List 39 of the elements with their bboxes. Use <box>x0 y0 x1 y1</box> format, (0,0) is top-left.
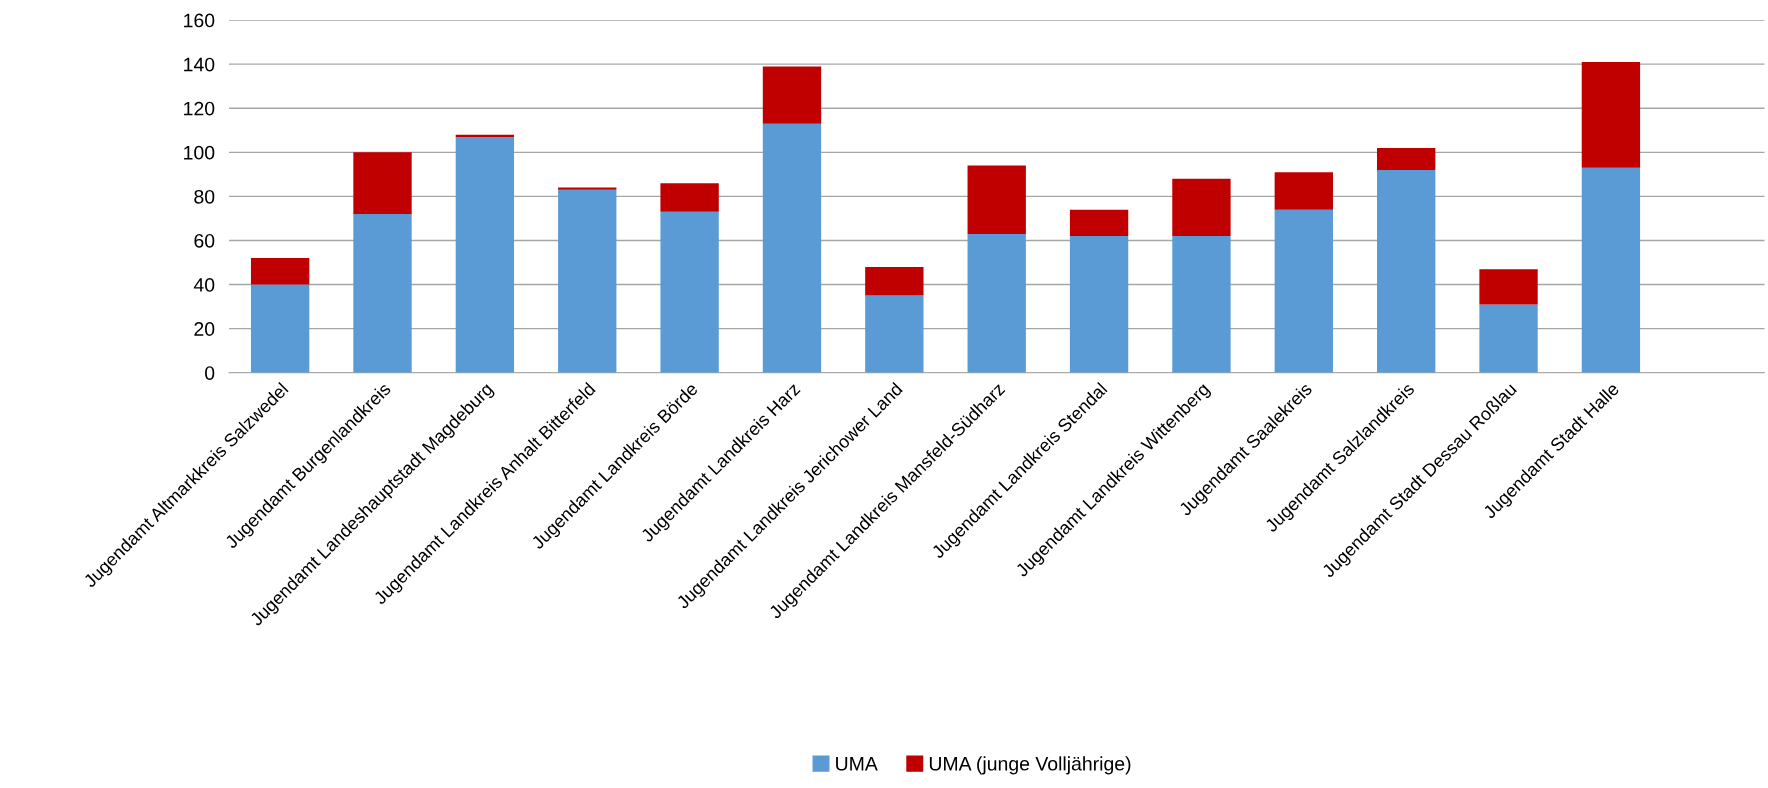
y-tick-label: 40 <box>193 278 215 292</box>
y-tick-label: 0 <box>205 366 215 380</box>
bar <box>250 258 310 285</box>
bar <box>1479 304 1538 373</box>
bar <box>865 266 924 296</box>
bar <box>250 284 310 373</box>
y-tick-label: 120 <box>184 101 215 116</box>
bar <box>967 233 1026 373</box>
bar <box>865 295 924 373</box>
bar <box>1581 167 1641 373</box>
bar <box>558 187 617 190</box>
bar <box>660 183 719 212</box>
bar <box>660 211 719 373</box>
bar <box>1377 169 1436 373</box>
legend-label: UMA <box>836 757 878 771</box>
bar <box>762 123 822 373</box>
bar <box>1581 61 1641 168</box>
bar <box>455 136 515 373</box>
bar <box>762 66 822 124</box>
y-tick-label: 80 <box>194 189 215 204</box>
y-tick-label: 140 <box>184 57 215 72</box>
y-tick-label: 60 <box>194 233 215 248</box>
bar <box>1069 236 1129 373</box>
y-tick-label: 160 <box>184 13 215 28</box>
y-tick-label: 20 <box>194 322 215 336</box>
bar <box>353 214 412 373</box>
bar <box>967 165 1026 234</box>
y-tick-label: 100 <box>184 145 215 160</box>
legend-label: UMA (junge Volljährige) <box>929 756 1131 775</box>
bar <box>1069 209 1129 237</box>
bar <box>1479 269 1538 305</box>
bar <box>353 152 412 215</box>
bar <box>1172 178 1231 237</box>
bar <box>1274 172 1333 210</box>
bar <box>558 189 617 373</box>
bar <box>1377 147 1436 170</box>
bar <box>1274 209 1333 373</box>
bar <box>455 134 515 137</box>
bar <box>1172 236 1231 373</box>
